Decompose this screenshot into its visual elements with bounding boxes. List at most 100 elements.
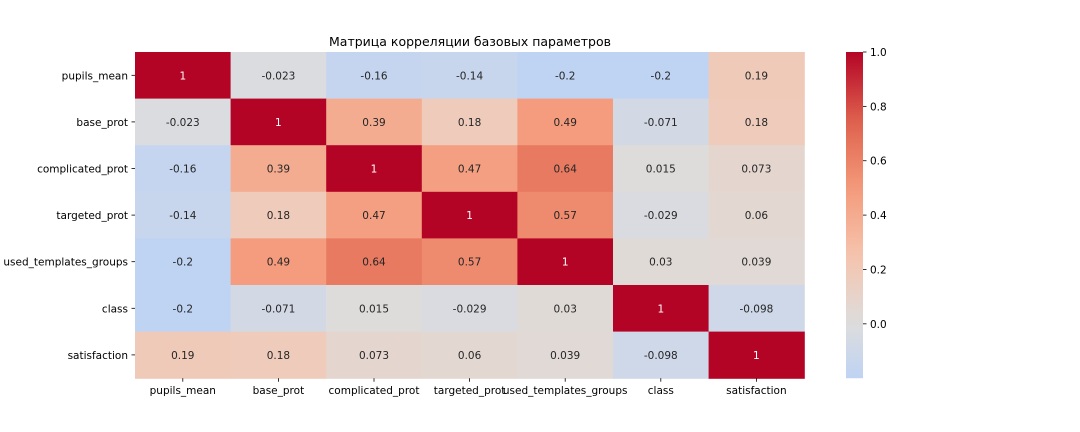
heatmap-cell <box>230 238 327 286</box>
heatmap-cell <box>421 145 518 193</box>
heatmap-cell <box>517 238 614 286</box>
cell-value-label: 0.073 <box>741 164 771 176</box>
cell-value-label: 0.64 <box>554 164 578 176</box>
cell-value-label: -0.16 <box>360 70 387 82</box>
y-tick-label: pupils_mean <box>62 70 128 82</box>
cell-value-label: 1 <box>275 117 282 129</box>
cell-value-label: -0.2 <box>173 303 194 315</box>
cell-value-label: 0.039 <box>550 350 580 362</box>
cell-value-label: -0.071 <box>261 303 295 315</box>
heatmap-cell <box>421 191 518 239</box>
cell-value-label: 0.015 <box>646 164 676 176</box>
colorbar: 0.0 0.2 0.4 0.6 0.8 1.0 <box>846 47 887 379</box>
cell-value-label: 0.015 <box>359 303 389 315</box>
cell-value-label: -0.14 <box>169 210 196 222</box>
cell-value-label: 1 <box>371 164 378 176</box>
heatmap-cell <box>517 145 614 193</box>
heatmap-cell <box>230 98 327 146</box>
heatmap-cell <box>708 98 805 146</box>
colorbar-tick-label: 1.0 <box>870 47 887 59</box>
heatmap-cell <box>135 98 232 146</box>
heatmap-cell <box>326 285 423 333</box>
cell-value-label: 0.57 <box>458 257 481 269</box>
heatmap-cell <box>135 331 232 379</box>
cell-value-label: 0.47 <box>362 210 385 222</box>
cell-value-label: -0.029 <box>453 303 487 315</box>
cell-value-label: 1 <box>657 303 664 315</box>
heatmap-cell <box>613 238 710 286</box>
cell-value-label: 0.18 <box>267 210 290 222</box>
heatmap-cell <box>517 191 614 239</box>
heatmap-cell <box>230 52 327 100</box>
heatmap-cell <box>517 331 614 379</box>
cell-value-label: 0.06 <box>745 210 769 222</box>
x-tick-label: satisfaction <box>726 385 786 397</box>
heatmap-cell <box>421 98 518 146</box>
colorbar-tick-label: 0.8 <box>870 101 887 113</box>
cell-value-label: -0.071 <box>644 117 678 129</box>
heatmap-cell <box>421 52 518 100</box>
cell-value-label: 0.57 <box>554 210 577 222</box>
cell-value-label: 0.64 <box>362 257 386 269</box>
cell-value-label: -0.098 <box>644 350 678 362</box>
heatmap-cell <box>708 52 805 100</box>
colorbar-tick-label: 0.4 <box>870 210 887 222</box>
chart-title: Матрица корреляции базовых параметров <box>329 34 611 49</box>
cell-value-label: 1 <box>562 257 569 269</box>
cell-value-label: -0.029 <box>644 210 678 222</box>
cell-value-label: 0.18 <box>267 350 290 362</box>
colorbar-gradient <box>846 52 863 379</box>
cell-value-label: 0.03 <box>554 303 577 315</box>
heatmap-cell <box>613 145 710 193</box>
colorbar-tick-label: 0.6 <box>870 156 887 168</box>
heatmap-cell <box>230 191 327 239</box>
heatmap-cell <box>708 145 805 193</box>
colorbar-tick-label: 0.2 <box>870 264 887 276</box>
cell-value-label: 0.39 <box>362 117 385 129</box>
y-tick-label: base_prot <box>76 117 128 129</box>
heatmap-cell <box>326 238 423 286</box>
cell-value-label: -0.098 <box>739 303 773 315</box>
cell-value-label: 0.06 <box>458 350 482 362</box>
cell-value-label: -0.16 <box>169 164 196 176</box>
cell-value-label: 0.039 <box>741 257 771 269</box>
heatmap-cell <box>326 191 423 239</box>
cell-value-label: 0.39 <box>267 164 290 176</box>
cell-value-label: 1 <box>753 350 760 362</box>
heatmap-cell <box>421 285 518 333</box>
heatmap-cells: 1 -0.023 -0.16 -0.14 -0.2 -0.2 0.19 -0.023 1 0.39… <box>135 52 805 379</box>
heatmap-cell <box>613 331 710 379</box>
heatmap-cell <box>613 52 710 100</box>
cell-value-label: 0.03 <box>649 257 672 269</box>
heatmap-cell <box>135 52 232 100</box>
heatmap-cell <box>613 191 710 239</box>
cell-value-label: 1 <box>466 210 473 222</box>
heatmap-cell <box>517 52 614 100</box>
cell-value-label: 0.18 <box>745 117 768 129</box>
heatmap-cell <box>708 285 805 333</box>
cell-value-label: -0.023 <box>261 70 295 82</box>
y-tick-label: complicated_prot <box>37 164 128 176</box>
heatmap-cell <box>135 191 232 239</box>
heatmap-cell <box>708 191 805 239</box>
heatmap-cell <box>326 98 423 146</box>
heatmap-cell <box>517 285 614 333</box>
cell-value-label: 0.19 <box>171 350 194 362</box>
cell-value-label: 0.19 <box>745 70 768 82</box>
cell-value-label: -0.14 <box>456 70 483 82</box>
heatmap-cell <box>613 285 710 333</box>
heatmap-cell <box>708 238 805 286</box>
heatmap-cell <box>135 238 232 286</box>
heatmap-cell <box>421 238 518 286</box>
cell-value-label: 0.49 <box>554 117 577 129</box>
y-axis-ticks: pupils_mean base_prot complicated_prottarg… <box>3 70 135 362</box>
y-tick-label: used_templates_groups <box>3 257 128 269</box>
colorbar-tick-label: 0.0 <box>870 319 887 331</box>
cell-value-label: 0.073 <box>359 350 389 362</box>
cell-value-label: -0.2 <box>651 70 672 82</box>
heatmap-cell <box>230 331 327 379</box>
x-axis-ticks: pupils_mean base_prot complicated_prot targ… <box>150 378 787 397</box>
x-tick-label: pupils_mean <box>150 385 216 397</box>
cell-value-label: -0.2 <box>173 257 194 269</box>
